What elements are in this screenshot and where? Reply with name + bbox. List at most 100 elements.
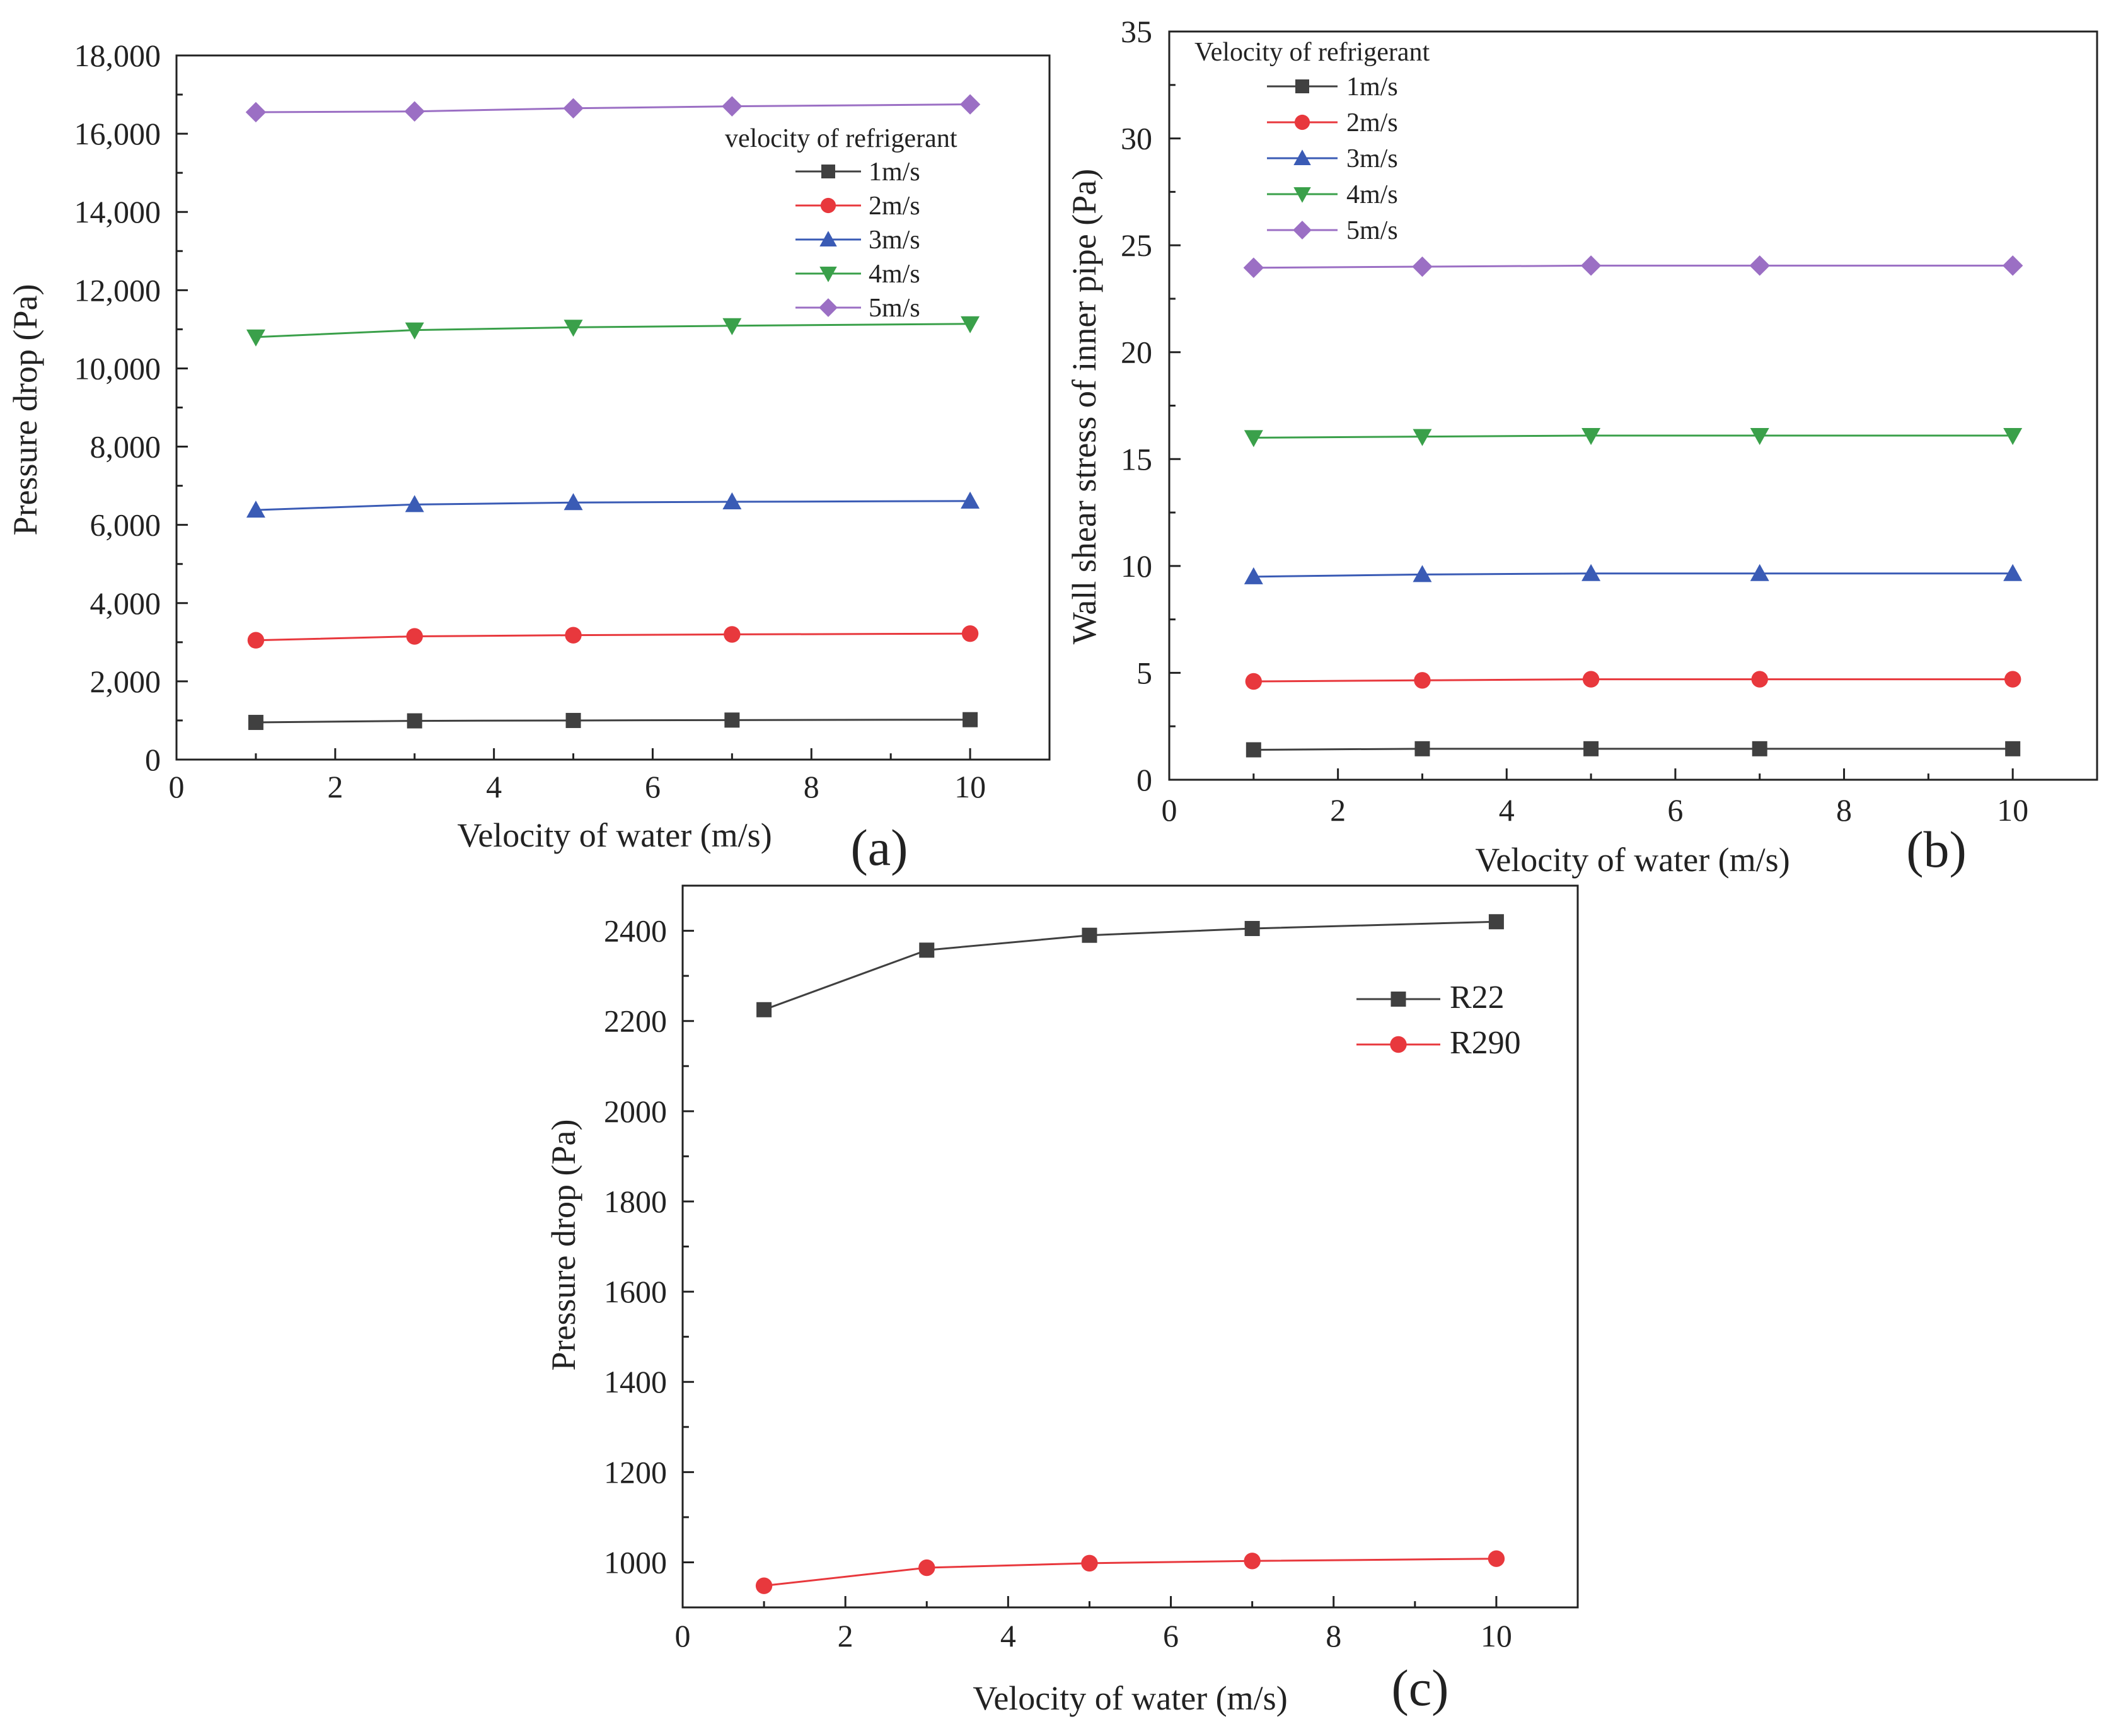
y-tick-label: 4,000 (90, 586, 161, 621)
data-point-4m/s (1750, 427, 1769, 445)
x-tick-label: 8 (804, 769, 819, 804)
x-tick-label: 6 (645, 769, 661, 804)
data-point-3m/s (722, 492, 742, 510)
y-axis-title: Wall shear stress of inner pipe (Pa) (1065, 169, 1103, 644)
x-tick-label: 8 (1836, 792, 1852, 828)
panel-label-a: (a) (850, 819, 908, 876)
y-axis-title: Pressure drop (Pa) (6, 284, 44, 536)
legend-label-3m/s: 3m/s (869, 226, 920, 255)
series-line-1m/s (1253, 748, 2013, 751)
data-point-5m/s (1749, 255, 1770, 276)
data-point-1m/s (407, 713, 422, 729)
data-point-2m/s (406, 628, 423, 645)
data-point-R22 (1082, 927, 1097, 943)
x-tick-label: 10 (1481, 1618, 1512, 1653)
data-point-5m/s (959, 94, 981, 115)
data-point-2m/s (1245, 673, 1263, 690)
y-tick-label: 10 (1121, 548, 1152, 584)
x-tick-label: 10 (1997, 792, 2028, 828)
y-tick-label: 1000 (604, 1544, 667, 1580)
x-tick-label: 10 (954, 769, 986, 804)
x-tick-label: 2 (327, 769, 343, 804)
y-tick-label: 2,000 (90, 664, 161, 699)
chart-panel-a: 0 2 4 6 8 10 0 2,000 4,000 6,000 8,000 10,000 12,000… (6, 38, 1051, 876)
legend-marker-R22 (1390, 992, 1406, 1007)
legend-marker-4m/s (1293, 187, 1311, 203)
legend-label-R22: R22 (1450, 980, 1505, 1016)
legend-marker-4m/s (819, 267, 837, 282)
data-point-1m/s (1414, 741, 1430, 756)
data-point-3m/s (1413, 565, 1432, 582)
legend-marker-1m/s (1295, 79, 1309, 93)
legend-label-1m/s: 1m/s (1346, 72, 1398, 101)
data-point-5m/s (2002, 255, 2023, 276)
legend-label-4m/s: 4m/s (1346, 180, 1398, 209)
legend-marker-3m/s (819, 231, 837, 246)
data-point-R290 (918, 1559, 935, 1577)
data-point-5m/s (1580, 255, 1602, 276)
y-tick-label: 10,000 (74, 350, 161, 386)
data-point-R22 (1244, 920, 1260, 936)
data-point-R22 (1488, 914, 1504, 930)
legend-label-3m/s: 3m/s (1346, 144, 1398, 173)
x-axis-title: Velocity of water (m/s) (457, 816, 772, 854)
data-point-3m/s (1750, 564, 1769, 581)
y-tick-label: 0 (145, 742, 161, 777)
y-tick-label: 5 (1136, 655, 1152, 690)
legend-label-2m/s: 2m/s (869, 192, 920, 221)
y-tick-label: 16,000 (74, 116, 161, 151)
data-point-4m/s (1413, 429, 1432, 446)
data-point-5m/s (245, 101, 267, 123)
legend-title: Velocity of refrigerant (1194, 38, 1430, 67)
y-tick-label: 6,000 (90, 507, 161, 543)
y-tick-label: 18,000 (74, 38, 161, 73)
data-point-4m/s (961, 316, 980, 333)
legend-marker-R290 (1390, 1036, 1407, 1053)
y-tick-label: 1800 (604, 1184, 667, 1219)
data-point-1m/s (724, 712, 740, 728)
data-point-4m/s (405, 322, 424, 340)
panel-label-b: (b) (1906, 821, 1967, 878)
y-tick-label: 2000 (604, 1094, 667, 1129)
data-point-3m/s (564, 493, 583, 511)
data-point-3m/s (961, 491, 980, 509)
x-tick-label: 4 (1499, 792, 1515, 828)
data-point-1m/s (963, 712, 978, 727)
y-tick-label: 12,000 (74, 272, 161, 308)
legend-label-2m/s: 2m/s (1346, 108, 1398, 137)
data-point-2m/s (247, 632, 265, 649)
data-point-1m/s (1246, 742, 1261, 758)
data-point-4m/s (564, 320, 583, 337)
x-tick-label: 0 (1162, 792, 1177, 828)
x-tick-label: 0 (169, 769, 185, 804)
y-tick-label: 35 (1121, 14, 1152, 49)
data-point-1m/s (248, 715, 263, 731)
y-tick-label: 8,000 (90, 429, 161, 465)
x-tick-label: 0 (675, 1618, 691, 1653)
data-point-3m/s (405, 495, 424, 512)
legend-marker-5m/s (1293, 221, 1312, 240)
x-tick-label: 2 (1330, 792, 1346, 828)
y-tick-label: 0 (1136, 762, 1152, 797)
data-point-5m/s (1412, 256, 1433, 277)
legend-label-5m/s: 5m/s (869, 294, 920, 323)
legend-marker-1m/s (821, 165, 835, 178)
x-axis-title: Velocity of water (m/s) (973, 1679, 1287, 1717)
x-tick-label: 4 (486, 769, 502, 804)
y-tick-label: 1600 (604, 1274, 667, 1309)
x-tick-label: 4 (1000, 1618, 1016, 1653)
data-point-3m/s (1581, 564, 1601, 581)
x-tick-label: 6 (1667, 792, 1683, 828)
data-point-5m/s (1243, 257, 1264, 278)
data-point-R290 (1244, 1553, 1261, 1570)
data-point-5m/s (563, 98, 584, 119)
data-point-4m/s (1244, 430, 1263, 448)
y-tick-label: 1200 (604, 1454, 667, 1490)
x-tick-label: 6 (1163, 1618, 1179, 1653)
legend-label-R290: R290 (1450, 1025, 1521, 1061)
x-tick-label: 8 (1326, 1618, 1341, 1653)
data-point-1m/s (565, 712, 581, 728)
data-point-4m/s (1581, 427, 1601, 445)
data-point-2m/s (1751, 671, 1768, 688)
